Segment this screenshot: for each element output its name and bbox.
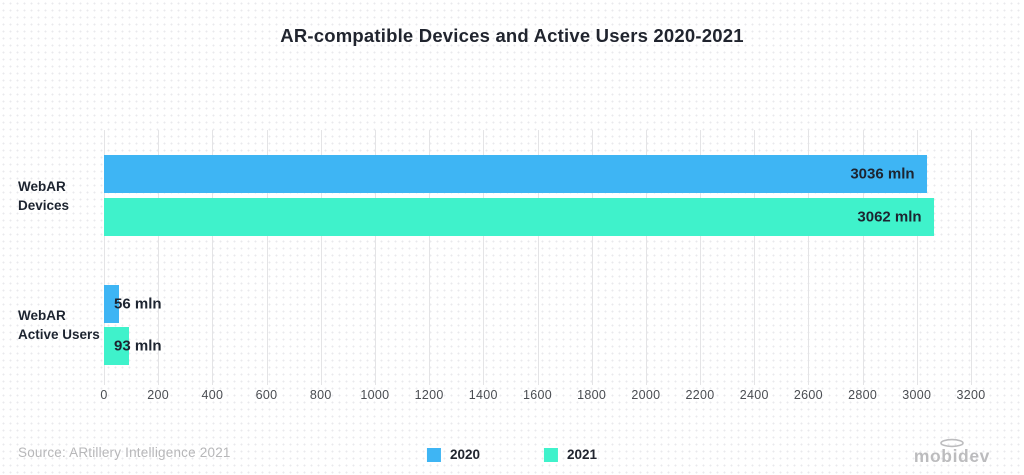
legend: 2020 2021: [426, 447, 597, 462]
plot-area: 3036 mln 56 mln 3062 mln 93 mln: [104, 130, 972, 385]
bar-value-label: 3062 mln: [857, 208, 922, 226]
gridline: [754, 130, 756, 385]
x-tick-label: 800: [309, 388, 332, 402]
bar-2021-0: 3062 mln: [104, 198, 934, 236]
gridline: [537, 130, 539, 385]
category-label-line: WebAR: [18, 308, 66, 323]
x-tick-label: 200: [147, 388, 170, 402]
legend-item-2020: 2020: [426, 447, 480, 462]
source-note: Source: ARtillery Intelligence 2021: [18, 445, 231, 460]
bar-value-label: 56 mln: [114, 295, 162, 313]
bar-value-label: 3036 mln: [850, 165, 915, 183]
x-tick-label: 1800: [577, 388, 607, 402]
x-axis: 0 200 400 600 800 1000 1200 1400 1600 1800 2000 220…: [100, 388, 985, 406]
gridline: [916, 130, 918, 385]
gridline: [158, 130, 160, 385]
gridline: [429, 130, 431, 385]
x-tick-label: 2200: [685, 388, 715, 402]
x-tick-label: 1600: [522, 388, 553, 402]
gridline: [591, 130, 593, 385]
x-tick-label: 3000: [902, 388, 932, 402]
gridline: [483, 130, 485, 385]
x-tick-label: 2600: [793, 388, 823, 402]
gridline: [320, 130, 322, 385]
x-tick-label: 400: [201, 388, 224, 402]
gridline: [862, 130, 864, 385]
x-tick-label: 2800: [848, 388, 878, 402]
gridline: [645, 130, 647, 385]
x-tick-label: 600: [255, 388, 278, 402]
legend-swatch-2021: [544, 447, 558, 462]
x-tick-label: 1400: [468, 388, 498, 402]
gridline: [266, 130, 268, 385]
x-tick-label: 1000: [360, 388, 390, 402]
bar-value-label: 93 mln: [114, 337, 162, 355]
category-label-line: WebAR: [18, 178, 66, 194]
category-label-line: Devices: [18, 197, 70, 213]
gridline: [808, 130, 810, 385]
mobidev-logo: mobidev: [914, 437, 990, 467]
legend-swatch-2020: [426, 447, 441, 462]
mobidev-logo-ring-icon: [940, 438, 964, 448]
gridline: [212, 130, 214, 385]
x-tick-label: 0: [100, 388, 108, 402]
legend-label-2020: 2020: [449, 447, 480, 462]
chart-title: AR-compatible Devices and Active Users 2…: [280, 25, 744, 46]
gridline: [971, 130, 972, 385]
legend-label-2021: 2021: [567, 447, 598, 462]
bar-2020-0: 3036 mln: [104, 155, 927, 193]
gridline: [700, 130, 702, 385]
category-label: WebAR Active Users: [18, 306, 114, 344]
x-tick-label: 2400: [739, 388, 769, 402]
category-label: WebAR Devices: [18, 177, 114, 215]
bar-2020-1: 56 mln: [104, 285, 162, 323]
mobidev-logo-text: mobidev: [913, 446, 990, 466]
bar-2021-1: 93 mln: [104, 327, 162, 365]
x-tick-label: 2000: [631, 388, 661, 402]
legend-item-2021: 2021: [544, 447, 597, 462]
x-tick-label: 3200: [956, 388, 986, 402]
x-tick-label: 1200: [414, 388, 444, 402]
gridline: [104, 130, 105, 385]
category-label-line: Active Users: [18, 327, 100, 343]
gridline: [374, 130, 376, 385]
